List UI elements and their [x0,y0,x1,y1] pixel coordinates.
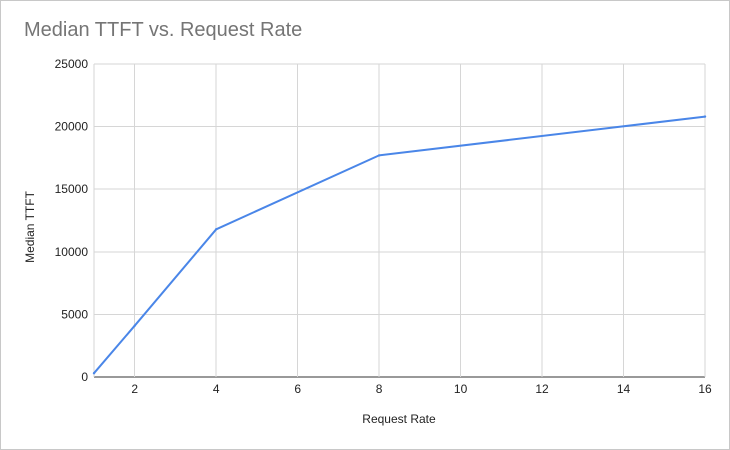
y-tick-label-5: 25000 [55,57,89,71]
y-tick-label-1: 5000 [61,307,88,321]
y-tick-label-0: 0 [81,370,88,384]
y-tick-label-4: 20000 [55,120,89,134]
x-tick-label-1: 4 [213,382,220,396]
x-tick-label-0: 2 [131,382,138,396]
series-layer [92,115,707,375]
x-tick-label-4: 10 [454,382,468,396]
x-tick-label-3: 8 [376,382,383,396]
x-tick-label-2: 6 [294,382,301,396]
data-point-0-4 [703,115,707,118]
y-tick-label-3: 15000 [55,182,89,196]
data-point-0-0 [92,372,96,375]
data-point-0-3 [377,154,381,157]
x-tick-label-5: 12 [535,382,549,396]
x-axis-label: Request Rate [362,412,436,426]
data-point-0-1 [133,324,136,327]
x-tick-label-6: 14 [617,382,631,396]
data-point-0-2 [215,228,218,231]
tick-labels: 0 5000 10000 15000 20000 25000 2 4 6 8 10 12 14 16 [55,57,712,396]
x-tick-label-7: 16 [698,382,712,396]
grid-lines [93,63,706,378]
y-axis-label: Median TTFT [23,190,37,262]
y-tick-label-2: 10000 [55,245,89,259]
chart-title: Median TTFT vs. Request Rate [24,19,303,41]
series-line-0 [93,115,706,374]
